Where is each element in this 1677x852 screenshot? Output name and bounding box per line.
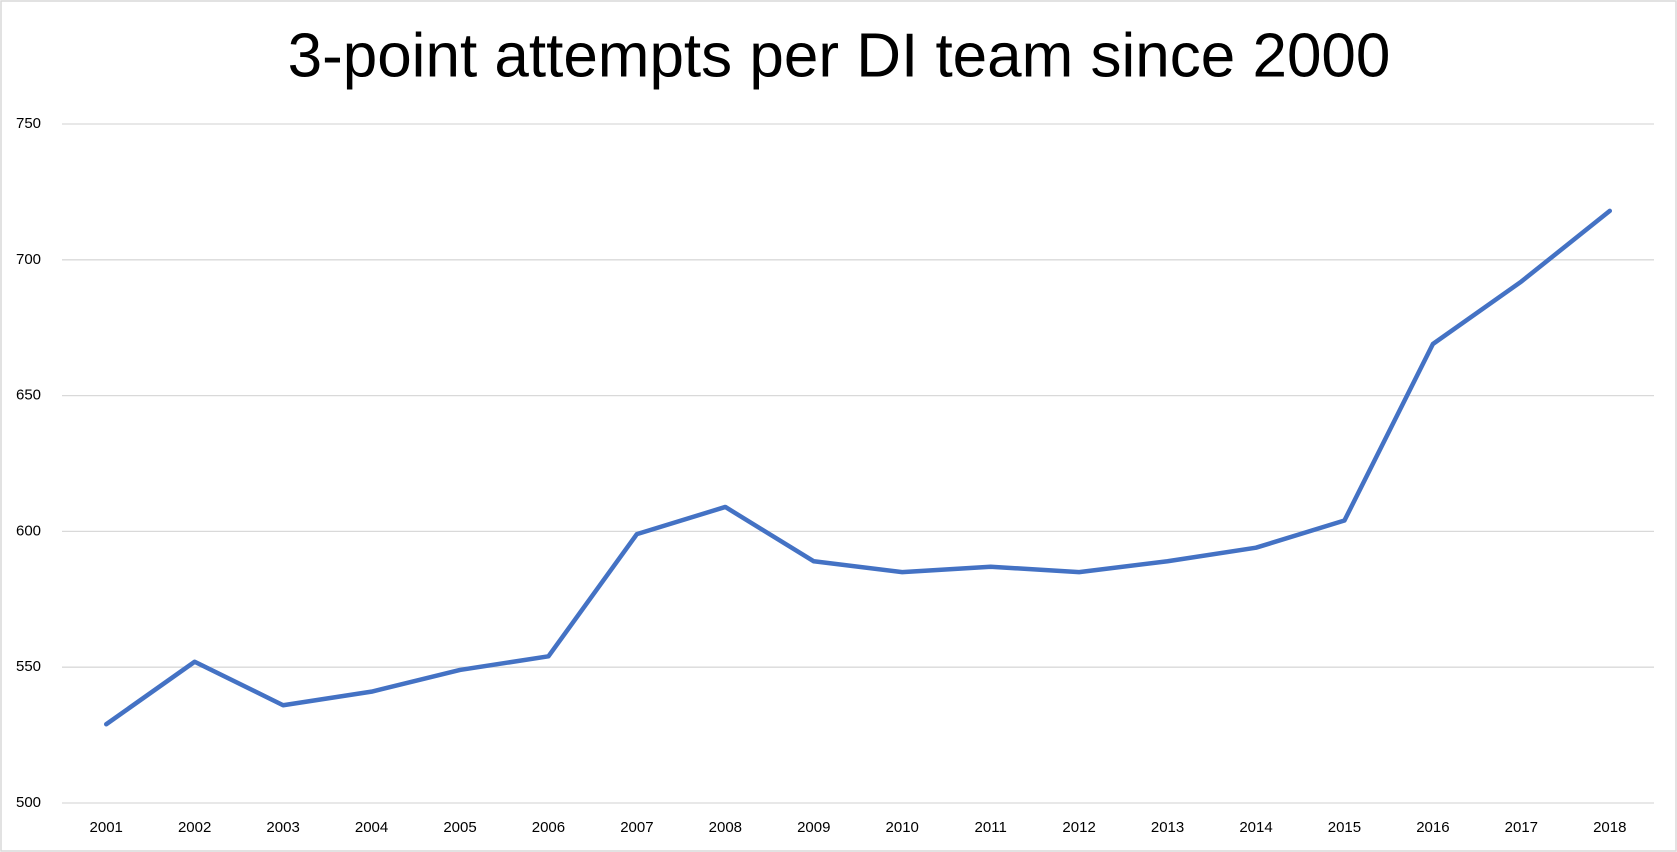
y-tick-label: 550 [16, 658, 41, 675]
x-tick-label: 2015 [1328, 819, 1361, 836]
x-tick-label: 2009 [797, 819, 830, 836]
y-tick-label: 500 [16, 794, 41, 811]
x-tick-label: 2006 [532, 819, 565, 836]
x-tick-label: 2003 [266, 819, 299, 836]
x-tick-label: 2014 [1239, 819, 1272, 836]
x-tick-label: 2011 [975, 819, 1007, 836]
data-line [103, 208, 1613, 727]
y-tick-label: 750 [16, 115, 41, 132]
x-tick-label: 2001 [90, 819, 123, 836]
y-tick-label: 700 [16, 251, 41, 268]
x-tick-label: 2010 [886, 819, 919, 836]
y-tick-label: 650 [16, 387, 41, 404]
y-tick-label: 600 [16, 522, 41, 539]
x-tick-label: 2004 [355, 819, 388, 836]
x-tick-label: 2007 [620, 819, 653, 836]
x-tick-label: 2018 [1593, 819, 1626, 836]
x-tick-label: 2016 [1416, 819, 1449, 836]
x-tick-label: 2012 [1062, 819, 1095, 836]
x-tick-label: 2008 [709, 819, 742, 836]
chart-title: 3-point attempts per DI team since 2000 [288, 21, 1391, 90]
x-tick-label: 2017 [1505, 819, 1538, 836]
x-tick-label: 2002 [178, 819, 211, 836]
x-tick-label: 2013 [1151, 819, 1184, 836]
x-tick-label: 2005 [443, 819, 476, 836]
